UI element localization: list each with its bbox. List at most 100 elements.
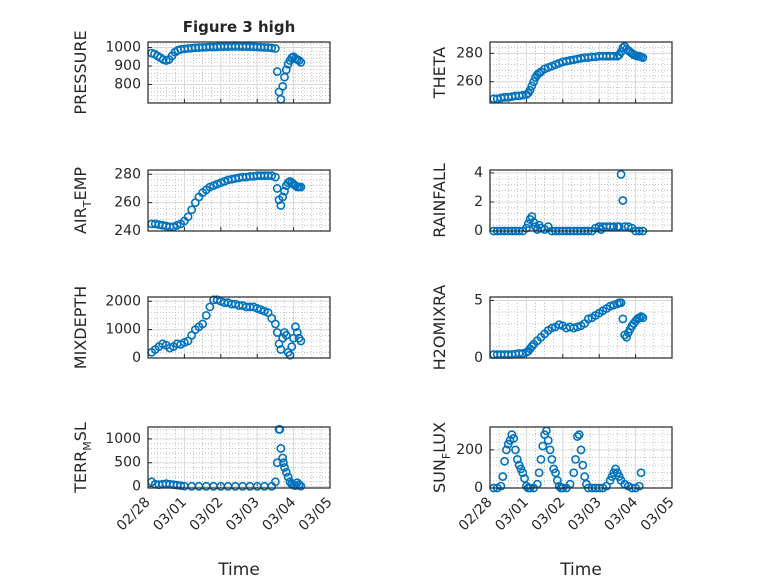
data-point — [278, 453, 288, 463]
data-point — [285, 350, 295, 360]
y-axis-label: SUNFLUX — [430, 422, 453, 493]
data-point — [576, 445, 586, 455]
data-series — [147, 171, 306, 232]
y-tick-label: 5 — [474, 292, 483, 308]
y-tick-label: 0 — [132, 479, 141, 495]
data-point — [618, 314, 628, 324]
data-point — [518, 90, 528, 100]
y-tick-label: 240 — [114, 223, 141, 239]
y-tick-label: 0 — [132, 350, 141, 366]
data-point — [529, 77, 539, 87]
data-point — [498, 472, 508, 481]
data-point — [205, 302, 215, 312]
data-point — [496, 481, 506, 491]
y-tick-label: 0 — [474, 223, 483, 239]
data-point — [574, 430, 584, 440]
axes-box — [147, 426, 331, 489]
data-point — [278, 81, 288, 91]
data-point — [636, 468, 646, 478]
data-point — [283, 178, 293, 188]
data-point — [275, 424, 285, 434]
y-tick-label: 280 — [114, 166, 141, 182]
data-point — [520, 474, 529, 483]
data-point — [569, 468, 579, 478]
data-point — [527, 212, 537, 221]
y-tick-label: 280 — [456, 45, 483, 61]
data-point — [276, 345, 286, 354]
y-tick-label: 1000 — [105, 322, 141, 338]
data-point — [281, 330, 291, 340]
data-point — [283, 472, 293, 482]
x-tick-label: 03/02 — [187, 494, 227, 534]
x-tick-label: 03/04 — [259, 494, 299, 534]
data-point — [501, 445, 511, 455]
subplot-5: 0 1000 2000 MIXDEPTH — [71, 286, 331, 369]
y-tick-label: 0 — [474, 480, 483, 496]
y-axis-label: MIXDEPTH — [71, 286, 90, 369]
y-tick-label: 1000 — [105, 40, 141, 56]
data-point — [518, 468, 528, 478]
y-axis-label: TERRMSL — [71, 422, 94, 494]
x-axis-label: Time — [217, 560, 260, 580]
data-point — [291, 322, 300, 332]
data-point — [270, 477, 280, 487]
axes-box — [489, 426, 673, 489]
data-point — [614, 222, 624, 232]
data-point — [187, 205, 197, 215]
data-series — [489, 298, 648, 359]
data-point — [534, 68, 544, 78]
y-axis-label: AIRTEMP — [71, 167, 94, 234]
data-point — [198, 319, 207, 329]
y-tick-label: 200 — [456, 442, 483, 458]
subplot-6: 0 5 H2OMIXRA — [430, 285, 673, 371]
data-point — [509, 434, 519, 443]
data-point — [272, 67, 282, 76]
data-point — [296, 336, 306, 346]
subplot-2: 260 280 THETA — [430, 41, 673, 104]
y-tick-label: 1000 — [105, 431, 141, 447]
data-point — [551, 468, 560, 478]
data-point — [525, 85, 535, 95]
data-point — [292, 328, 302, 337]
data-point — [536, 455, 546, 464]
axes-box — [489, 41, 673, 104]
y-axis-label: H2OMIXRA — [430, 285, 449, 371]
data-series — [489, 41, 648, 104]
data-point — [527, 81, 537, 91]
data-point — [500, 456, 509, 466]
data-point — [294, 56, 304, 65]
axes-box — [147, 41, 331, 104]
x-tick-label: 03/05 — [296, 494, 336, 534]
data-point — [270, 319, 280, 329]
x-tick-label: 03/03 — [223, 494, 263, 534]
data-point — [280, 186, 289, 196]
chart-title: Figure 3 high — [183, 18, 296, 36]
data-point — [547, 455, 557, 464]
y-tick-label: 500 — [114, 455, 141, 471]
axes-box — [489, 296, 673, 359]
data-point — [572, 432, 582, 441]
subplot-3: 240 260 280 AIRTEMP — [71, 166, 331, 239]
data-point — [522, 223, 531, 233]
data-point — [287, 342, 297, 352]
data-point — [280, 463, 289, 472]
data-point — [511, 445, 520, 455]
data-point — [281, 467, 291, 477]
data-point — [281, 65, 291, 75]
y-axis-label: RAINFALL — [430, 163, 449, 238]
data-point — [296, 57, 306, 67]
y-tick-label: 2000 — [105, 293, 141, 309]
data-point — [527, 342, 537, 351]
data-point — [279, 458, 288, 468]
data-point — [609, 51, 619, 61]
subplot-4: 0 2 4 RAINFALL — [430, 163, 673, 239]
axes-box — [147, 169, 331, 232]
data-point — [622, 332, 631, 342]
axes-box — [489, 169, 673, 232]
data-point — [616, 298, 626, 308]
data-point — [543, 435, 553, 445]
data-point — [296, 182, 306, 192]
data-point — [267, 43, 277, 53]
